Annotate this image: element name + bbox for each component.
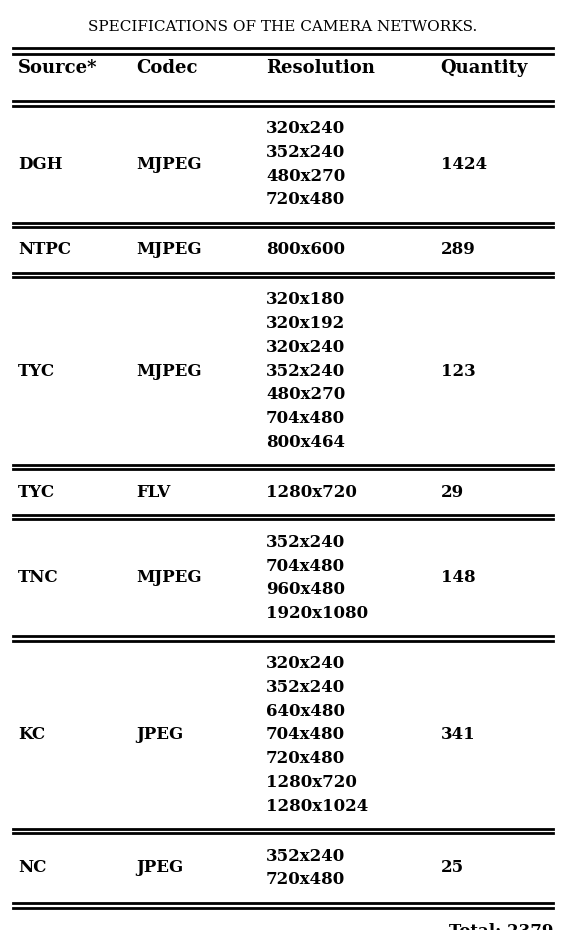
Text: 352x240: 352x240 <box>266 534 345 551</box>
Text: JPEG: JPEG <box>136 859 184 876</box>
Text: TNC: TNC <box>18 569 59 587</box>
Text: 720x480: 720x480 <box>266 751 345 767</box>
Text: 320x180: 320x180 <box>266 291 345 309</box>
Text: 720x480: 720x480 <box>266 871 345 888</box>
Text: 704x480: 704x480 <box>266 558 345 575</box>
Text: 704x480: 704x480 <box>266 410 345 427</box>
Text: 1280x1024: 1280x1024 <box>266 798 368 815</box>
Text: 1280x720: 1280x720 <box>266 484 357 501</box>
Text: NTPC: NTPC <box>18 241 71 259</box>
Text: DGH: DGH <box>18 155 63 173</box>
Text: 1920x1080: 1920x1080 <box>266 605 368 622</box>
Text: JPEG: JPEG <box>136 726 184 743</box>
Text: NC: NC <box>18 859 46 876</box>
Text: 341: 341 <box>441 726 475 743</box>
Text: 800x464: 800x464 <box>266 433 345 451</box>
Text: 352x240: 352x240 <box>266 679 345 696</box>
Text: MJPEG: MJPEG <box>136 569 202 587</box>
Text: 1424: 1424 <box>441 155 487 173</box>
Text: 640x480: 640x480 <box>266 702 345 720</box>
Text: Codec: Codec <box>136 59 198 77</box>
Text: MJPEG: MJPEG <box>136 241 202 259</box>
Text: 1280x720: 1280x720 <box>266 774 357 790</box>
Text: 320x240: 320x240 <box>266 339 345 356</box>
Text: 320x240: 320x240 <box>266 120 345 137</box>
Text: KC: KC <box>18 726 45 743</box>
Text: 480x270: 480x270 <box>266 167 345 184</box>
Text: 352x240: 352x240 <box>266 363 345 379</box>
Text: Source*: Source* <box>18 59 98 77</box>
Text: 800x600: 800x600 <box>266 241 345 259</box>
Text: MJPEG: MJPEG <box>136 363 202 379</box>
Text: 480x270: 480x270 <box>266 386 345 404</box>
Text: 29: 29 <box>441 484 464 501</box>
Text: 25: 25 <box>441 859 464 876</box>
Text: 960x480: 960x480 <box>266 581 345 598</box>
Text: Resolution: Resolution <box>266 59 375 77</box>
Text: 352x240: 352x240 <box>266 144 345 161</box>
Text: Quantity: Quantity <box>441 59 528 77</box>
Text: TYC: TYC <box>18 484 55 501</box>
Text: MJPEG: MJPEG <box>136 155 202 173</box>
Text: 148: 148 <box>441 569 475 587</box>
Text: 289: 289 <box>441 241 475 259</box>
Text: 320x192: 320x192 <box>266 315 345 332</box>
Text: SPECIFICATIONS OF THE CAMERA NETWORKS.: SPECIFICATIONS OF THE CAMERA NETWORKS. <box>88 20 478 34</box>
Text: FLV: FLV <box>136 484 171 501</box>
Text: 123: 123 <box>441 363 475 379</box>
Text: Total: 2379: Total: 2379 <box>449 923 554 930</box>
Text: 720x480: 720x480 <box>266 192 345 208</box>
Text: 704x480: 704x480 <box>266 726 345 743</box>
Text: 320x240: 320x240 <box>266 655 345 672</box>
Text: TYC: TYC <box>18 363 55 379</box>
Text: 352x240: 352x240 <box>266 847 345 865</box>
